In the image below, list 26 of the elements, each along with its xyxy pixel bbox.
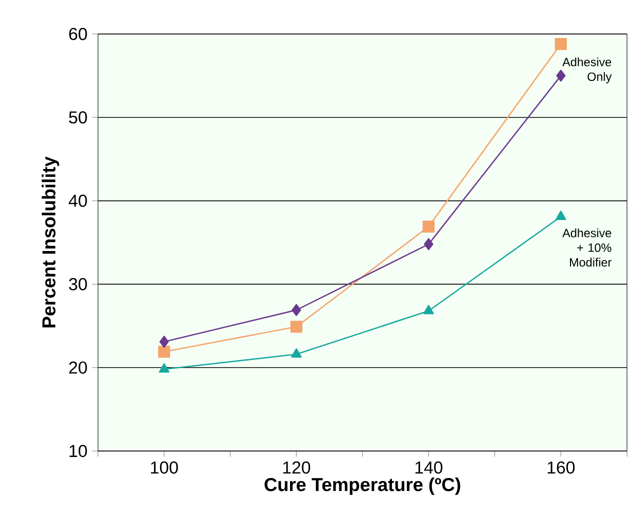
x-tick-label: 160 bbox=[548, 461, 575, 474]
point bbox=[290, 320, 302, 333]
point bbox=[556, 210, 566, 220]
point bbox=[422, 220, 435, 233]
point bbox=[423, 304, 434, 314]
point bbox=[292, 304, 302, 316]
y-tick-label: 10 bbox=[70, 444, 87, 458]
y-tick-label: 40 bbox=[68, 194, 87, 207]
x-tick-label: 140 bbox=[415, 461, 442, 474]
annotation: Adhesive + 10% Modifier bbox=[562, 228, 612, 267]
y-axis-title: Percent Insolubility bbox=[42, 156, 60, 328]
point bbox=[158, 363, 170, 373]
x-tick-label: 120 bbox=[283, 461, 310, 474]
point bbox=[554, 38, 567, 50]
point bbox=[291, 348, 302, 358]
point bbox=[158, 346, 170, 358]
y-tick-label: 50 bbox=[69, 111, 87, 124]
y-tick-label: 60 bbox=[69, 28, 87, 40]
x-axis-title: Cure Temperature (ºC) bbox=[264, 477, 460, 495]
y-tick-label: 30 bbox=[68, 278, 87, 290]
point bbox=[556, 70, 566, 82]
point bbox=[159, 336, 169, 348]
x-tick-label: 100 bbox=[150, 461, 178, 474]
annotation: Adhesive Only bbox=[562, 57, 612, 84]
y-tick-label: 20 bbox=[69, 361, 87, 374]
point bbox=[424, 238, 434, 250]
